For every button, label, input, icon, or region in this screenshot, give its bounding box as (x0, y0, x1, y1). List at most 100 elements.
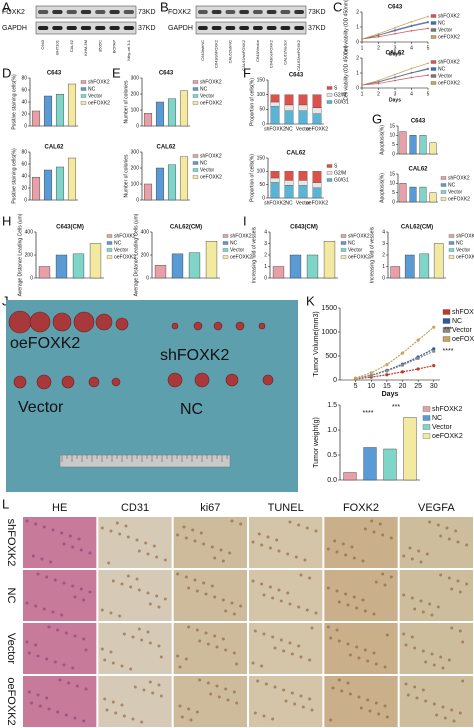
ihc-speck (439, 573, 443, 577)
panel-label: L (2, 496, 9, 511)
x-tick-label: 5 (427, 91, 430, 97)
blot-lane-label: 8505C (97, 40, 102, 52)
series-point (427, 27, 429, 30)
y-tick-label: 400 (141, 229, 150, 235)
x-tick-label: 1 (361, 45, 364, 51)
ihc-speck (148, 602, 152, 606)
ihc-speck (148, 680, 152, 684)
ihc-speck (377, 712, 381, 716)
bar-segment (312, 187, 322, 199)
blot-band (66, 10, 77, 14)
column-header: TUNEL (268, 502, 304, 514)
bar (31, 110, 41, 127)
bar-segment (270, 94, 280, 103)
chart-title: CAL62(CM) (170, 225, 202, 231)
ihc-speck (402, 593, 406, 597)
series-point (427, 15, 429, 18)
ihc-speck (103, 697, 107, 701)
ihc-speck (288, 602, 292, 606)
ihc-speck (176, 654, 180, 658)
ihc-speck (374, 662, 378, 666)
ihc-speck (53, 660, 57, 664)
tumor (235, 321, 245, 331)
ihc-speck (436, 605, 440, 609)
ihc-image (23, 676, 97, 727)
blot-lane-label: Nthy-ori 3-1 (126, 39, 131, 61)
legend-label: oeFOXK2 (200, 174, 222, 180)
ihc-speck (428, 602, 432, 606)
bar (143, 183, 153, 201)
ihc-speck (381, 572, 385, 576)
ihc-image (399, 676, 473, 727)
ihc-speck (79, 548, 83, 552)
y-tick-label: 60 (21, 161, 27, 167)
ihc-speck (60, 531, 64, 535)
series-point (385, 373, 389, 377)
legend-label: Vector (88, 93, 103, 99)
ihc-speck (299, 573, 303, 577)
legend-swatch (80, 87, 87, 91)
legend-swatch (192, 168, 199, 172)
ihc-speck (88, 551, 92, 555)
bar-segment (312, 94, 322, 109)
blot-band (38, 26, 49, 30)
bar (289, 254, 302, 279)
ihc-speck (187, 625, 191, 629)
ihc-speck (352, 595, 356, 599)
series-point (416, 367, 420, 371)
bar-segment (298, 94, 308, 106)
series-point (394, 26, 396, 29)
y-axis-label: Cell viability (OD 450nm) (343, 45, 349, 101)
series-point (394, 76, 396, 79)
ihc-speck (129, 667, 133, 671)
ihc-speck (257, 532, 261, 536)
ihc-speck (184, 575, 188, 579)
ihc-speck (348, 653, 352, 657)
bar-segment (312, 182, 322, 189)
ihc-image (324, 623, 398, 674)
ihc-speck (75, 684, 79, 688)
ihc-speck (279, 638, 283, 642)
bar (419, 186, 427, 203)
y-tick-label: 0.5 (327, 452, 337, 459)
legend-label: S (334, 85, 338, 91)
ihc-speck (251, 579, 255, 583)
y-tick-label: 15 (389, 171, 395, 177)
x-tick-label: 30 (430, 383, 438, 390)
y-axis-label: Average Distance Leading Cells (um) (17, 213, 23, 296)
blot-row-label: FOXK2 (2, 9, 25, 16)
ihc-speck (111, 579, 115, 583)
ihc-speck (64, 713, 68, 717)
ihc-speck (184, 657, 188, 661)
ihc-image (23, 570, 97, 621)
ihc-speck (383, 583, 387, 587)
ihc-speck (71, 666, 75, 670)
ihc-speck (383, 704, 387, 708)
legend-swatch (340, 234, 347, 238)
chart-title: C643 (388, 5, 403, 11)
ihc-speck (424, 699, 428, 703)
ihc-image (399, 623, 473, 674)
chart-title: CAL62 (408, 167, 428, 173)
x-tick-label: 20 (399, 383, 407, 390)
legend-label: G0/G1 (334, 177, 349, 183)
y-axis-label: Apoptosis(%) (379, 125, 385, 155)
ihc-speck (275, 538, 279, 542)
y-tick-label: 200 (141, 252, 150, 258)
ihc-speck (419, 560, 423, 564)
ihc-speck (137, 588, 141, 592)
legend-swatch (448, 234, 455, 238)
y-axis-label: Increasing fold of vessels (369, 226, 375, 283)
bar (404, 254, 415, 279)
series-point (432, 364, 436, 368)
bar (55, 254, 68, 279)
ihc-speck (357, 695, 361, 699)
ihc-speck (73, 595, 77, 599)
ihc-speck (350, 545, 354, 549)
legend-label: Vector (200, 93, 215, 99)
bar (72, 253, 85, 279)
ihc-speck (109, 611, 113, 615)
blot-size-label: 73KD (308, 9, 326, 16)
ihc-speck (385, 633, 389, 637)
bar-segment (298, 104, 308, 111)
